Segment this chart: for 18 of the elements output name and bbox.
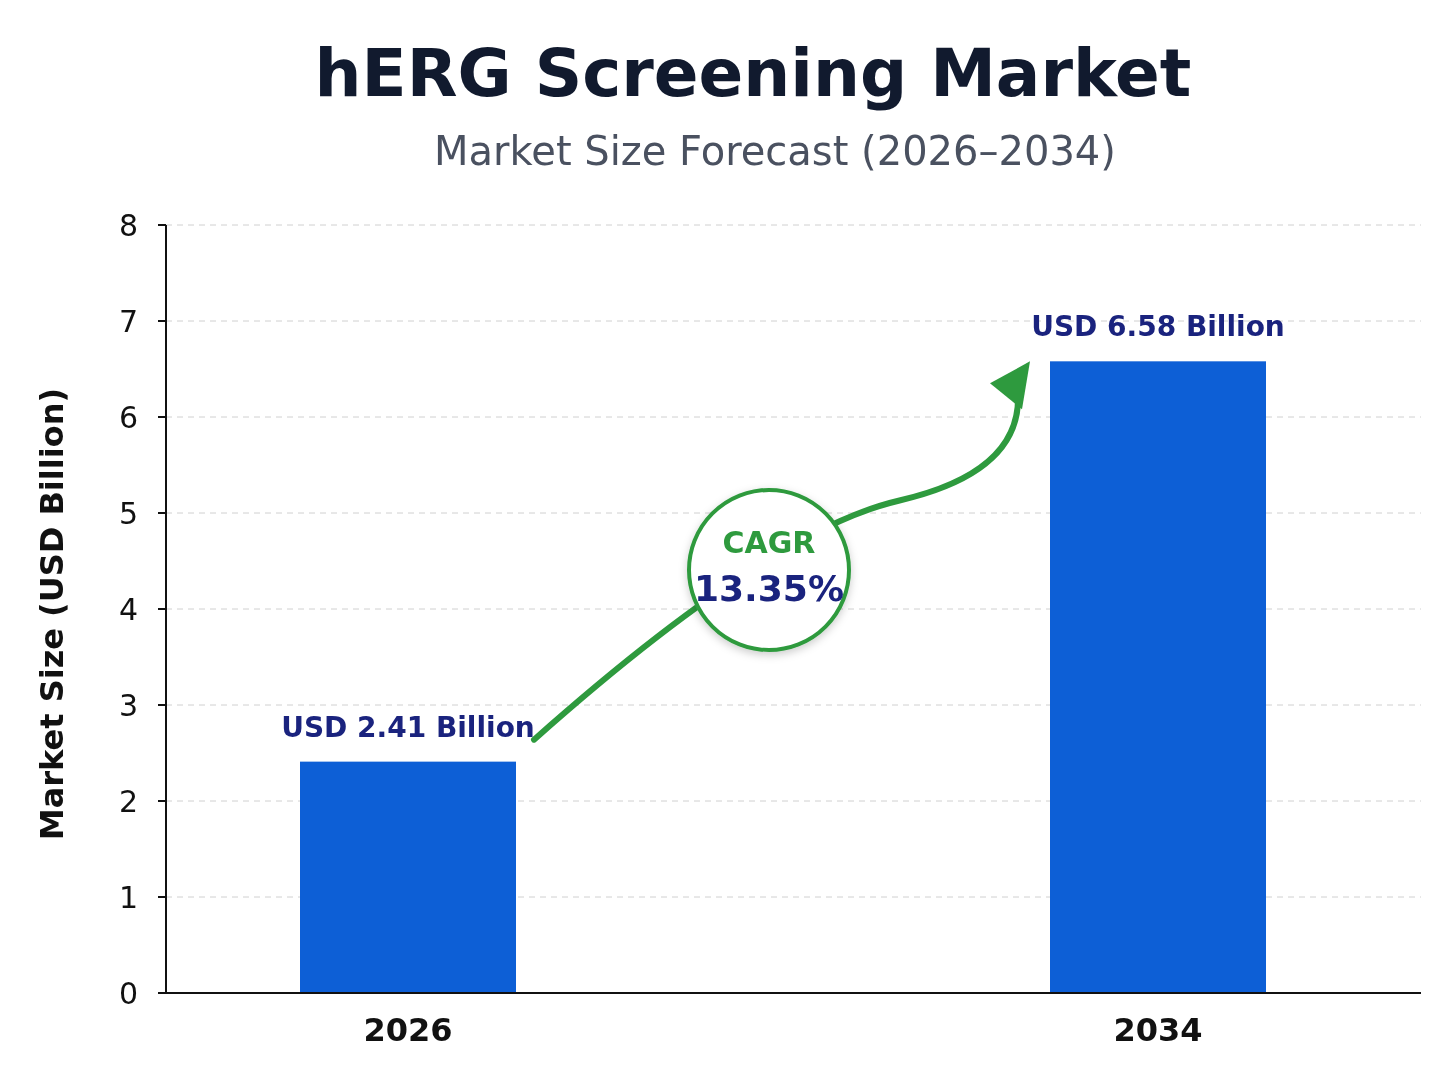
y-tick-label: 1 (118, 879, 138, 915)
y-tick-label: 5 (118, 495, 138, 531)
y-tick-label: 2 (118, 783, 138, 819)
y-tick-label: 3 (118, 687, 138, 723)
y-tick-label: 6 (118, 399, 138, 435)
y-tick-label: 8 (118, 207, 138, 243)
chart-subtitle: Market Size Forecast (2026–2034) (434, 128, 1116, 174)
y-tick-label: 4 (118, 591, 138, 627)
annotation: 13.35% (694, 568, 844, 609)
annotation: CAGR (722, 525, 816, 560)
x-tick-label: 2026 (363, 1011, 453, 1049)
y-axis-title: Market Size (USD Billion) (33, 387, 71, 841)
y-tick-label: 0 (118, 975, 138, 1011)
data-label: USD 6.58 Billion (1031, 310, 1285, 344)
data-label: USD 2.41 Billion (281, 710, 535, 744)
chart-title: hERG Screening Market (314, 35, 1192, 112)
y-tick-label: 7 (118, 303, 138, 339)
x-tick-label: 2034 (1113, 1011, 1203, 1049)
